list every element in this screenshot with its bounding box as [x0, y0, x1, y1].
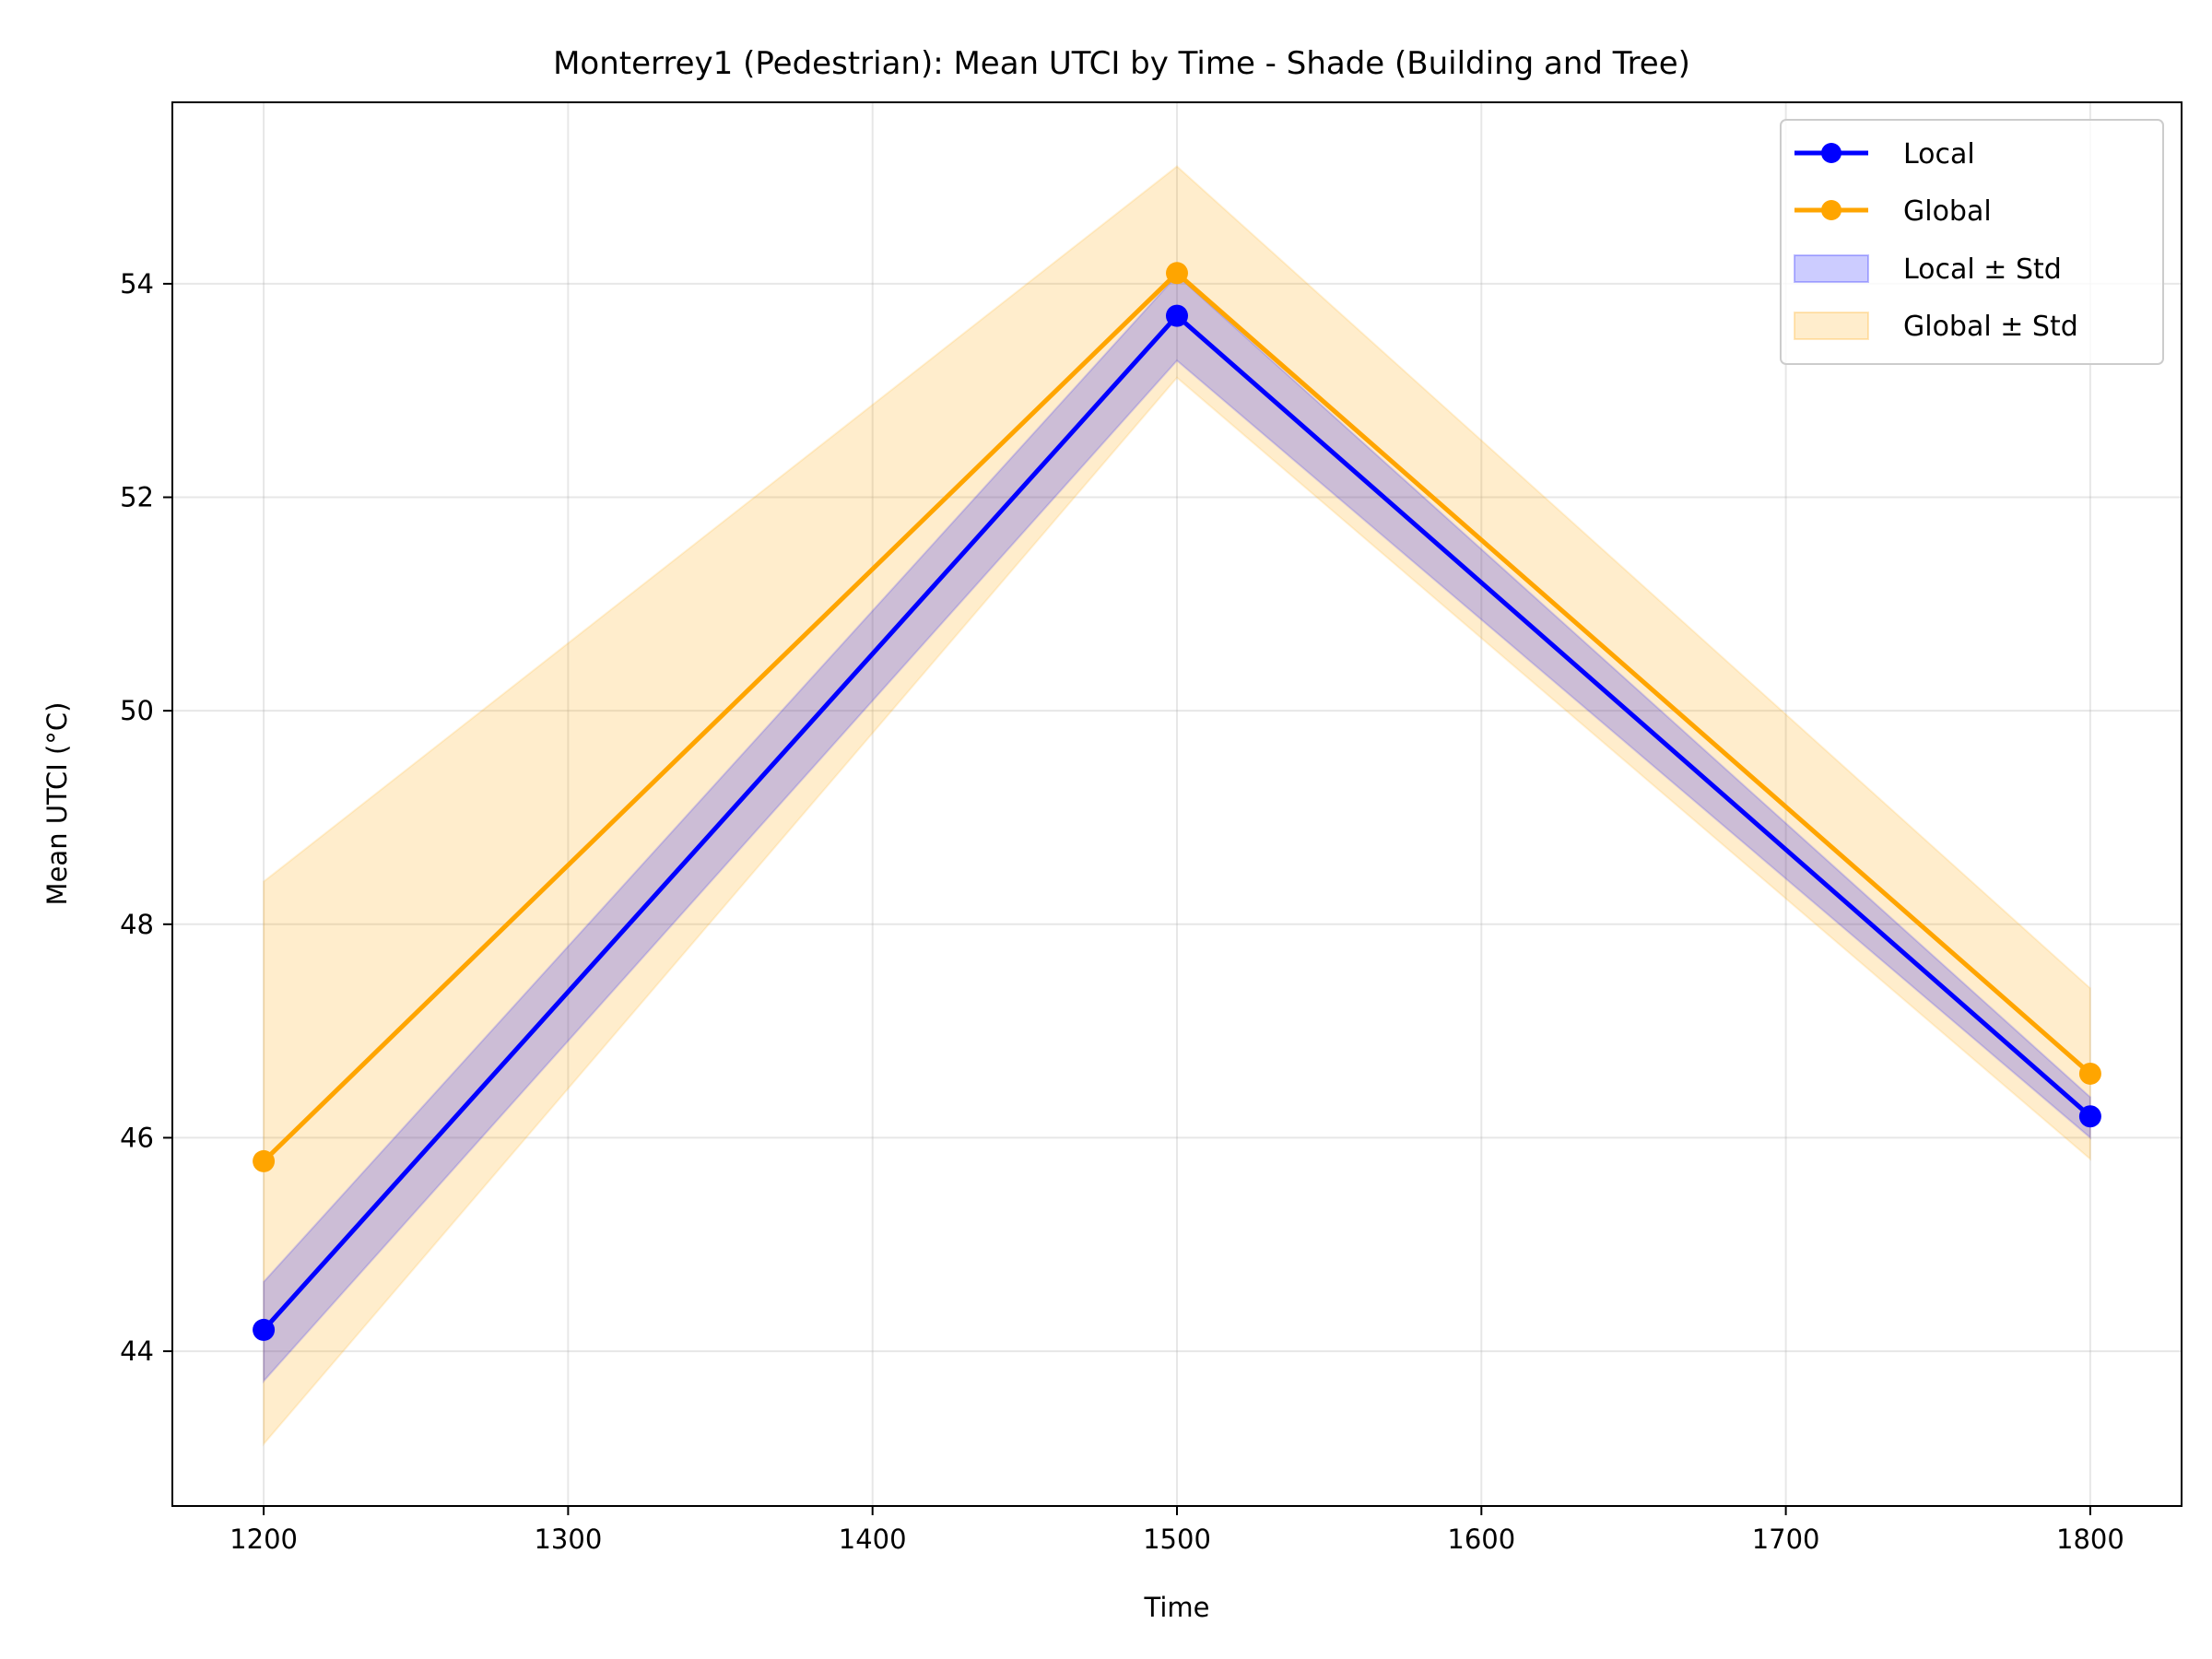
y-tick-label: 44 [120, 1335, 154, 1367]
legend-item-global: Global [1794, 195, 1992, 228]
legend-label-global-std: Global ± Std [1903, 311, 2078, 343]
y-tick-label: 54 [120, 268, 154, 300]
y-tick-label: 50 [120, 695, 154, 726]
data-point-local [1166, 304, 1188, 327]
chart-title: Monterrey1 (Pedestrian): Mean UTCI by Ti… [553, 45, 1690, 82]
data-point-global [253, 1149, 276, 1172]
legend: Local Global Local ± Std Global ± Std [1780, 119, 2164, 365]
x-tick-label: 1600 [1447, 1524, 1515, 1555]
legend-global-std-swatch [1794, 312, 1869, 340]
data-point-local [253, 1318, 276, 1341]
legend-label-local: Local [1903, 138, 1975, 171]
legend-local-std-swatch [1794, 254, 1869, 283]
y-tick-label: 46 [120, 1122, 154, 1153]
legend-item-local-std: Local ± Std [1794, 253, 2062, 286]
data-point-local [2078, 1105, 2101, 1128]
grid-lines [172, 102, 2182, 1506]
x-tick-label: 1800 [2056, 1524, 2124, 1555]
legend-label-global: Global [1903, 195, 1992, 228]
legend-box [1780, 119, 2164, 365]
x-tick-label: 1400 [839, 1524, 907, 1555]
y-axis-label: Mean UTCI (°C) [41, 702, 73, 906]
x-axis-label: Time [1144, 1592, 1210, 1623]
x-tick-label: 1700 [1752, 1524, 1820, 1555]
y-tick-label: 52 [120, 482, 154, 513]
legend-local-marker-swatch [1821, 143, 1841, 163]
x-tick-label: 1200 [229, 1524, 298, 1555]
data-point-global [1166, 262, 1188, 285]
legend-item-global-std: Global ± Std [1794, 311, 2078, 343]
data-point-global [2078, 1062, 2101, 1085]
axis-ticks: 1200 1300 1400 1500 1600 1700 1800 44 46 48 50 52 54 [120, 268, 2124, 1555]
y-tick-label: 48 [120, 909, 154, 940]
x-tick-label: 1500 [1143, 1524, 1211, 1555]
legend-label-local-std: Local ± Std [1903, 253, 2062, 286]
legend-global-marker-swatch [1821, 200, 1841, 220]
legend-item-local: Local [1794, 138, 1975, 171]
series-lines [253, 262, 2101, 1341]
x-tick-label: 1300 [534, 1524, 602, 1555]
